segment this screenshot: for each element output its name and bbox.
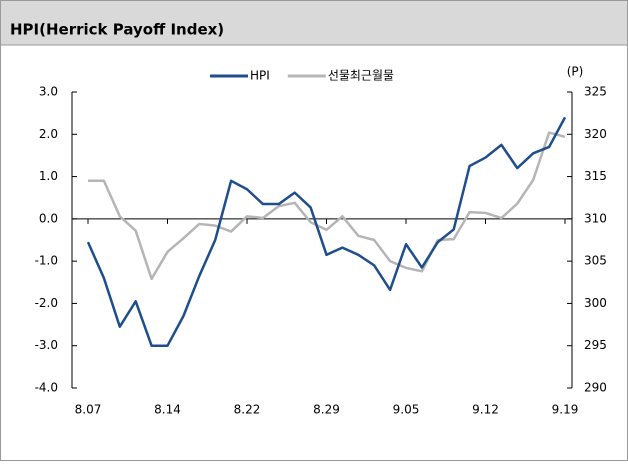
y-tick-label: -1.0 xyxy=(35,254,58,268)
y2-tick-label: 315 xyxy=(584,169,607,183)
x-tick-label: 8.14 xyxy=(154,403,181,417)
y2-tick-label: 295 xyxy=(584,338,607,352)
x-tick-label: 9.12 xyxy=(472,403,499,417)
x-tick-label: 9.05 xyxy=(393,403,420,417)
y-tick-label: -3.0 xyxy=(35,338,58,352)
y2-tick-label: 310 xyxy=(584,211,607,225)
legend-label: HPI xyxy=(250,69,270,83)
y2-tick-label: 305 xyxy=(584,254,607,268)
x-tick-label: 8.22 xyxy=(234,403,261,417)
series-line xyxy=(86,116,567,347)
y-tick-label: -2.0 xyxy=(35,296,58,310)
series-line xyxy=(88,131,566,281)
y2-tick-label: 290 xyxy=(584,381,607,395)
legend-label: 선물최근월물 xyxy=(328,69,394,83)
y2-unit: (P) xyxy=(567,65,584,79)
y-tick-label: -4.0 xyxy=(35,381,58,395)
y2-tick-label: 325 xyxy=(584,85,607,99)
y-tick-label: 0.0 xyxy=(39,211,58,225)
y-tick-label: 1.0 xyxy=(39,169,58,183)
x-tick-label: 8.29 xyxy=(313,403,340,417)
x-tick-label: 9.19 xyxy=(552,403,579,417)
header xyxy=(1,1,627,45)
y-tick-label: 3.0 xyxy=(39,85,58,99)
chart-title: HPI(Herrick Payoff Index) xyxy=(10,21,224,39)
x-tick-label: 8.07 xyxy=(75,403,102,417)
y2-tick-label: 320 xyxy=(584,127,607,141)
y2-tick-label: 300 xyxy=(584,296,607,310)
y-tick-label: 2.0 xyxy=(39,127,58,141)
